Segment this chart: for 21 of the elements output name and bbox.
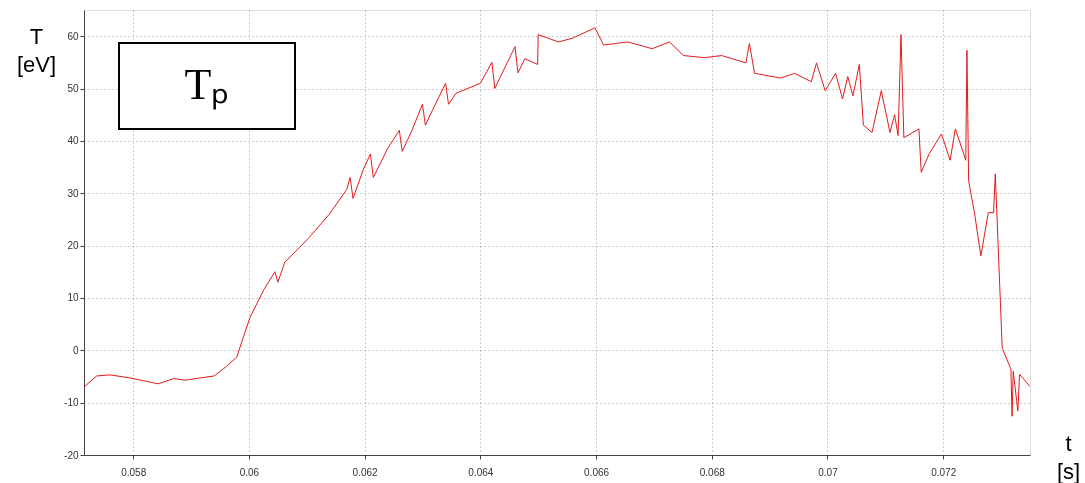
y-tick-label: 0 [72, 344, 79, 356]
x-tick-label: 0.07 [818, 466, 839, 478]
y-tick-label: 40 [67, 135, 79, 147]
x-tick-label: 0.064 [468, 466, 494, 478]
y-tick-label: -10 [64, 397, 79, 409]
y-tick-label: 30 [67, 187, 79, 199]
y-axis-title: T [eV] [16, 23, 57, 77]
y-tick-label: 50 [67, 83, 79, 95]
annotation: Tₚ [184, 60, 230, 110]
x-tick-label: 0.066 [584, 466, 610, 478]
y-tick-label: 10 [67, 292, 79, 304]
x-tick-label: 0.06 [239, 466, 260, 478]
x-tick-label: 0.058 [121, 466, 147, 478]
y-tick-label: 20 [67, 240, 79, 252]
line-series [84, 27, 1030, 417]
y-tick-label: -20 [64, 449, 79, 461]
x-axis-title: t [s] [1056, 430, 1081, 483]
x-tick-label: 0.062 [352, 466, 379, 478]
x-tick-label: 0.068 [699, 466, 726, 478]
y-tick-label: 60 [67, 30, 79, 42]
x-tick-label: 0.072 [931, 466, 957, 478]
